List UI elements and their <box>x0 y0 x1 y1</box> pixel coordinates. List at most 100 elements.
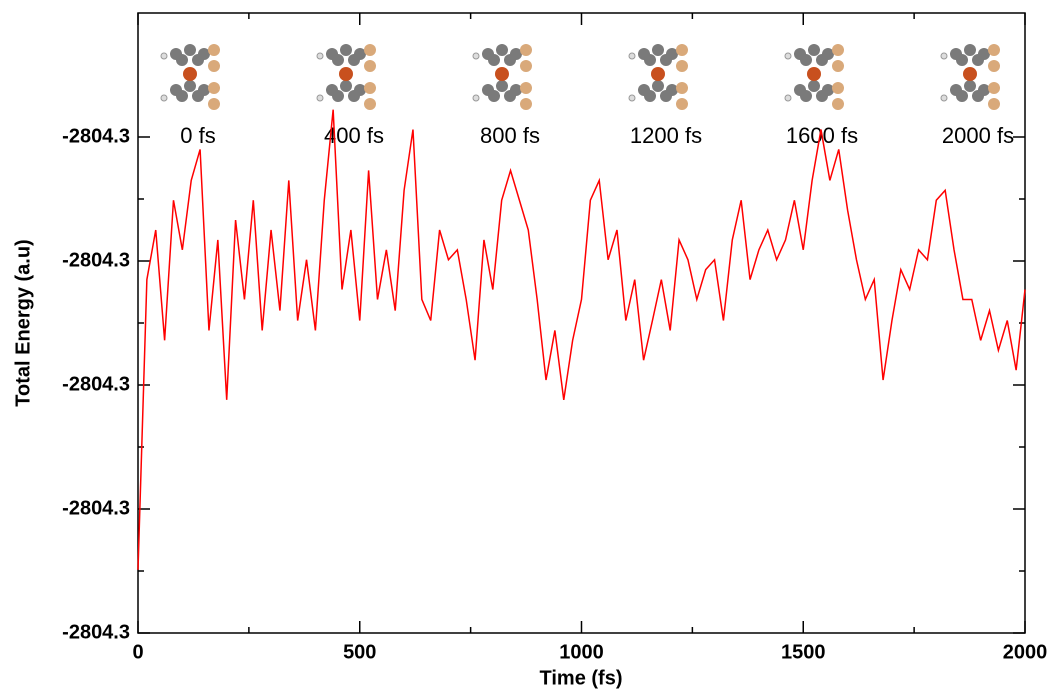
carbon-atom <box>964 44 976 56</box>
substituent-atom <box>676 44 688 56</box>
iron-atom <box>963 67 977 81</box>
carbon-atom <box>332 90 344 102</box>
molecule-icon <box>316 44 376 110</box>
substituent-atom <box>832 60 844 72</box>
carbon-atom <box>964 80 976 92</box>
substituent-atom <box>364 98 376 110</box>
hydrogen-atom <box>160 52 168 60</box>
y-tick-label: -2804.3 <box>62 373 130 395</box>
carbon-atom <box>184 80 196 92</box>
carbon-atom <box>652 44 664 56</box>
hydrogen-atom <box>940 52 948 60</box>
molecule-icon <box>160 44 220 110</box>
carbon-atom <box>192 90 204 102</box>
carbon-atom <box>972 90 984 102</box>
hydrogen-atom <box>784 52 792 60</box>
substituent-atom <box>832 82 844 94</box>
x-tick-label: 1500 <box>781 641 826 663</box>
hydrogen-atom <box>316 94 324 102</box>
carbon-atom <box>504 90 516 102</box>
x-tick-label: 0 <box>132 641 143 663</box>
carbon-atom <box>348 90 360 102</box>
hydrogen-atom <box>628 52 636 60</box>
carbon-atom <box>184 44 196 56</box>
y-tick-label: -2804.3 <box>62 497 130 519</box>
annotation: 400 fs <box>324 123 384 148</box>
carbon-atom <box>644 90 656 102</box>
x-tick-label: 2000 <box>1003 641 1048 663</box>
carbon-atom <box>340 80 352 92</box>
carbon-atom <box>808 80 820 92</box>
annotation: 0 fs <box>180 123 215 148</box>
substituent-atom <box>364 60 376 72</box>
carbon-atom <box>176 90 188 102</box>
carbon-atom <box>496 80 508 92</box>
carbon-atom <box>800 54 812 66</box>
carbon-atom <box>488 54 500 66</box>
hydrogen-atom <box>940 94 948 102</box>
carbon-atom <box>332 54 344 66</box>
carbon-atom <box>192 54 204 66</box>
annotation: 2000 fs <box>942 123 1014 148</box>
hydrogen-atom <box>628 94 636 102</box>
carbon-atom <box>816 54 828 66</box>
molecule-icon <box>940 44 1000 110</box>
x-tick-label: 1000 <box>559 641 604 663</box>
substituent-atom <box>832 98 844 110</box>
carbon-atom <box>808 44 820 56</box>
x-tick-label: 500 <box>343 641 376 663</box>
substituent-atom <box>988 44 1000 56</box>
x-axis-title: Time (fs) <box>540 667 623 689</box>
substituent-atom <box>520 98 532 110</box>
substituent-atom <box>208 98 220 110</box>
iron-atom <box>183 67 197 81</box>
substituent-atom <box>676 82 688 94</box>
carbon-atom <box>660 54 672 66</box>
hydrogen-atom <box>784 94 792 102</box>
y-tick-label: -2804.3 <box>62 125 130 147</box>
substituent-atom <box>520 82 532 94</box>
carbon-atom <box>504 54 516 66</box>
annotation: 800 fs <box>480 123 540 148</box>
hydrogen-atom <box>472 94 480 102</box>
hydrogen-atom <box>472 52 480 60</box>
iron-atom <box>807 67 821 81</box>
carbon-atom <box>496 44 508 56</box>
carbon-atom <box>652 80 664 92</box>
y-tick-label: -2804.3 <box>62 249 130 271</box>
carbon-atom <box>488 90 500 102</box>
molecule-icon <box>628 44 688 110</box>
annotation: 1200 fs <box>630 123 702 148</box>
hydrogen-atom <box>316 52 324 60</box>
carbon-atom <box>972 54 984 66</box>
substituent-atom <box>520 60 532 72</box>
iron-atom <box>651 67 665 81</box>
substituent-atom <box>988 60 1000 72</box>
data-line <box>137 109 1026 570</box>
y-tick-label: -2804.3 <box>62 621 130 643</box>
carbon-atom <box>644 54 656 66</box>
carbon-atom <box>176 54 188 66</box>
snapshots <box>160 44 1000 110</box>
iron-atom <box>339 67 353 81</box>
substituent-atom <box>832 44 844 56</box>
molecule-icon <box>472 44 532 110</box>
carbon-atom <box>348 54 360 66</box>
substituent-atom <box>988 98 1000 110</box>
carbon-atom <box>956 90 968 102</box>
substituent-atom <box>676 60 688 72</box>
molecule-icon <box>784 44 844 110</box>
hydrogen-atom <box>160 94 168 102</box>
y-axis-title: Total Energy (a.u) <box>12 239 34 406</box>
substituent-atom <box>208 82 220 94</box>
carbon-atom <box>956 54 968 66</box>
substituent-atom <box>208 60 220 72</box>
substituent-atom <box>520 44 532 56</box>
substituent-atom <box>364 82 376 94</box>
carbon-atom <box>816 90 828 102</box>
carbon-atom <box>800 90 812 102</box>
carbon-atom <box>340 44 352 56</box>
substituent-atom <box>364 44 376 56</box>
